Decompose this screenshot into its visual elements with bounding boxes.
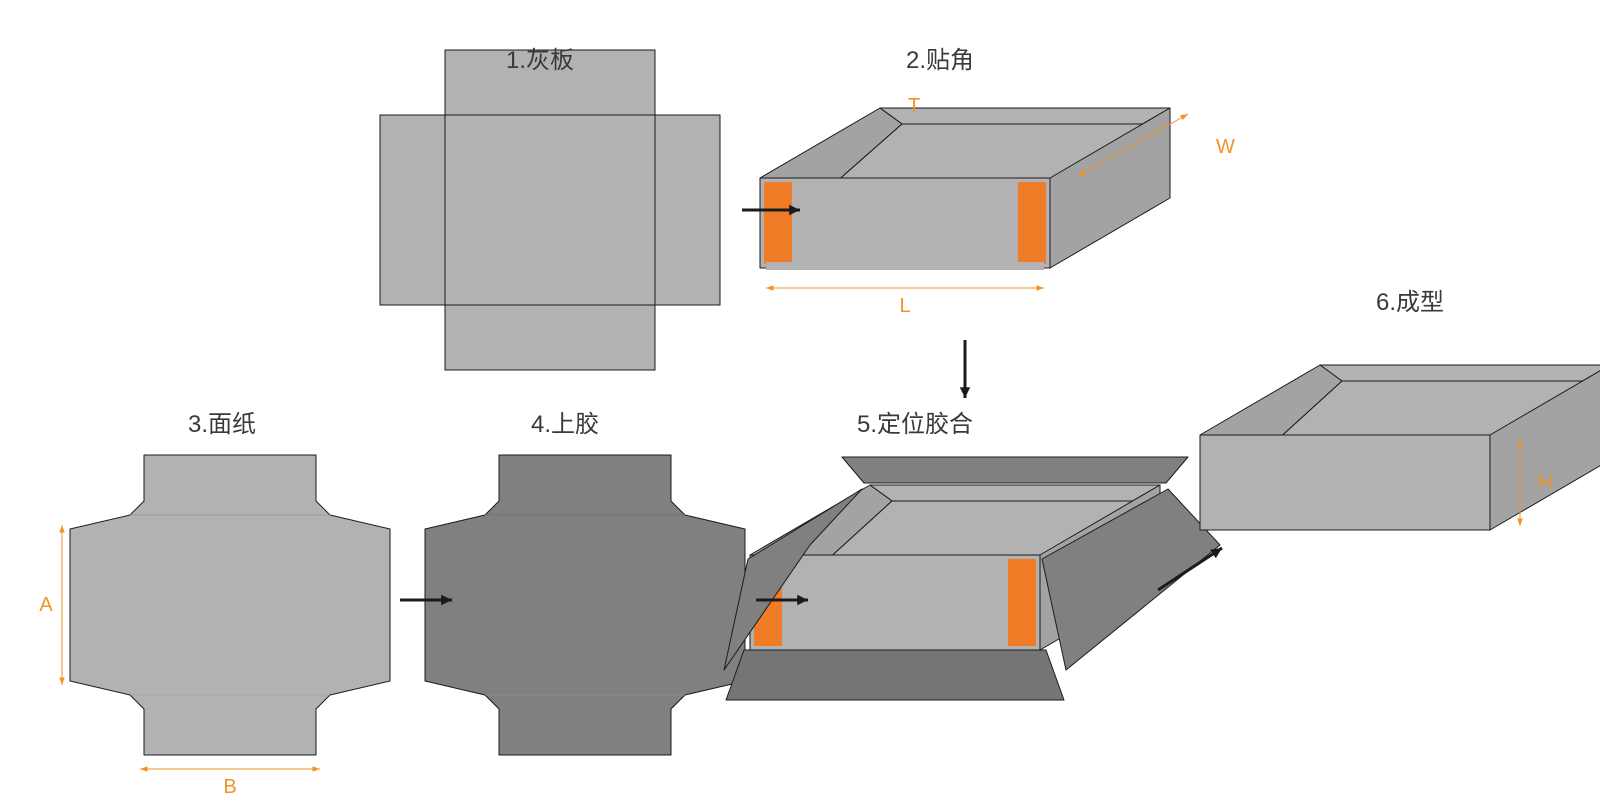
- step-4: [425, 455, 745, 755]
- dimension-line: [766, 285, 1044, 290]
- svg-text:2.贴角: 2.贴角: [906, 47, 974, 74]
- svg-text:3.面纸: 3.面纸: [188, 411, 256, 438]
- svg-text:B: B: [223, 776, 236, 798]
- svg-text:4.上胶: 4.上胶: [531, 411, 599, 438]
- dimension-line: [140, 766, 320, 771]
- step-6: [1200, 365, 1600, 530]
- step-5: [724, 457, 1220, 700]
- svg-text:6.成型: 6.成型: [1376, 289, 1444, 316]
- step-2: [760, 108, 1170, 270]
- svg-text:W: W: [1216, 136, 1235, 158]
- dimension-line: [59, 525, 64, 685]
- arrow-icon: [960, 340, 970, 398]
- step-3: [70, 455, 390, 755]
- svg-text:A: A: [39, 594, 53, 616]
- svg-text:1.灰板: 1.灰板: [506, 47, 574, 74]
- step-1: [380, 50, 720, 370]
- svg-text:L: L: [899, 295, 910, 317]
- svg-text:H: H: [1538, 472, 1552, 494]
- svg-text:T: T: [908, 95, 920, 117]
- svg-text:5.定位胶合: 5.定位胶合: [857, 411, 973, 438]
